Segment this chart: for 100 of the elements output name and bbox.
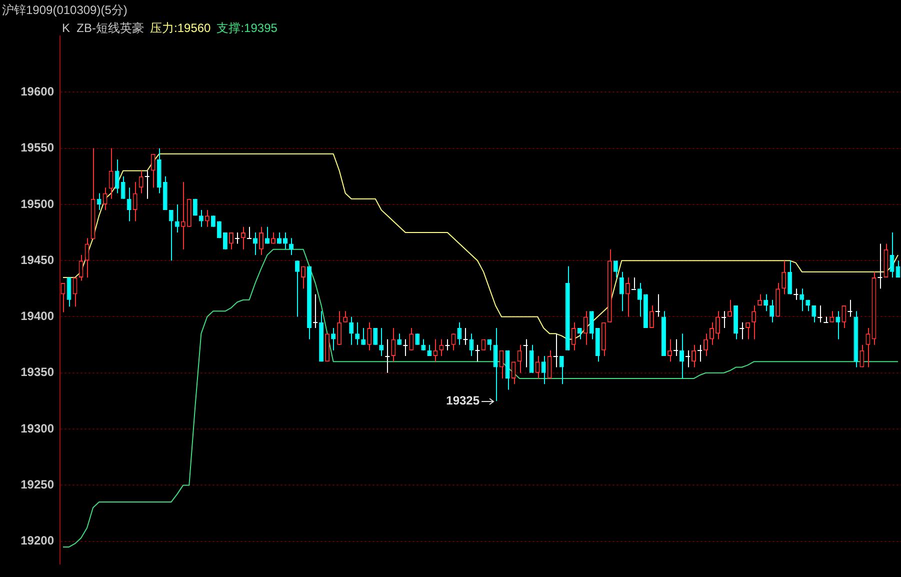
candlestick	[836, 310, 840, 340]
chart-subtitle: K ZB-短线英豪	[62, 21, 144, 35]
candlestick	[312, 294, 318, 328]
candlestick	[788, 260, 792, 295]
candlestick	[198, 210, 204, 228]
candlestick	[457, 322, 462, 346]
candlestick	[716, 310, 720, 340]
candlestick	[583, 310, 588, 346]
candlestick	[667, 338, 672, 362]
candlestick	[541, 356, 546, 385]
candlestick	[721, 310, 727, 328]
candlestick	[462, 327, 468, 346]
candlestick	[331, 327, 336, 351]
candlestick	[710, 322, 714, 346]
candlestick	[817, 305, 823, 323]
candlestick	[144, 170, 150, 200]
candlestick	[246, 226, 252, 239]
candlestick	[746, 322, 750, 340]
candlestick	[72, 276, 78, 308]
candlestick	[877, 243, 883, 290]
candlestick	[522, 338, 528, 368]
candlestick	[66, 276, 72, 308]
candlestick	[684, 350, 690, 368]
candlestick	[264, 226, 270, 244]
candlestick	[654, 294, 660, 318]
candlestick	[679, 333, 684, 380]
candlestick	[739, 322, 745, 340]
y-tick-label: 19400	[20, 309, 54, 324]
candlestick	[283, 232, 288, 250]
candlestick	[439, 338, 444, 357]
candlestick	[289, 238, 294, 256]
candlestick	[355, 322, 360, 346]
candlestick	[517, 344, 522, 374]
candlestick	[451, 333, 456, 351]
candlestick	[96, 192, 102, 211]
candlestick	[180, 181, 186, 250]
annotation: 19325	[446, 393, 480, 408]
candlestick	[474, 344, 480, 362]
candlestick	[728, 299, 732, 318]
candlestick	[866, 327, 870, 368]
candlestick	[78, 254, 84, 282]
candlestick	[150, 153, 156, 188]
candlestick	[391, 327, 396, 362]
y-tick-label: 19600	[20, 84, 54, 98]
candlestick	[619, 271, 624, 312]
candlestick	[770, 299, 774, 323]
candlestick	[379, 327, 384, 357]
candlestick	[402, 338, 408, 357]
candlestick	[752, 305, 756, 340]
candlestick	[204, 210, 210, 228]
candlestick	[258, 226, 264, 256]
candlestick	[571, 322, 576, 351]
candlestick	[630, 276, 636, 290]
y-tick-label: 19200	[20, 534, 54, 548]
candlestick	[132, 181, 138, 222]
candlestick	[896, 260, 900, 278]
candlestick	[222, 232, 228, 250]
candlestick	[547, 350, 552, 380]
candlestick	[847, 299, 853, 318]
candlestick	[704, 333, 708, 357]
candlestick	[613, 260, 618, 278]
candlestick	[138, 170, 144, 194]
candlestick	[108, 148, 114, 200]
candlestick	[812, 305, 816, 323]
candlestick	[349, 316, 354, 346]
candlestick	[625, 276, 630, 318]
chart-title: 沪锌1909(010309)(5分)	[2, 2, 128, 19]
candlestick	[367, 322, 372, 351]
candlestick	[409, 327, 414, 351]
candlestick	[126, 187, 132, 222]
candlestick	[637, 282, 642, 318]
candlestick	[84, 238, 90, 278]
y-tick-label: 19350	[20, 365, 54, 380]
candlestick	[301, 266, 306, 290]
candlestick	[469, 333, 474, 357]
text: 压力:19560	[150, 21, 211, 35]
candlestick	[120, 176, 126, 200]
candlestick	[174, 204, 180, 234]
candlestick	[102, 187, 108, 211]
candlestick	[60, 282, 66, 313]
candlestick	[535, 356, 540, 380]
y-tick-label: 19450	[20, 252, 54, 267]
candlestick	[295, 260, 300, 318]
candlestick	[649, 305, 654, 328]
candlestick	[559, 356, 564, 385]
candlestick	[114, 159, 120, 194]
candlestick	[860, 344, 864, 368]
candlestick	[890, 232, 894, 278]
y-tick-label: 19250	[20, 478, 54, 492]
candlestick	[764, 294, 768, 312]
candlestick	[823, 316, 829, 323]
candlestick	[337, 310, 342, 346]
candlestick	[361, 327, 366, 346]
candlestick	[444, 338, 450, 351]
y-tick-label: 19300	[20, 421, 54, 436]
candlestick	[589, 310, 594, 340]
candlestick	[499, 350, 504, 380]
candlestick	[697, 344, 703, 362]
candlestick	[493, 327, 498, 402]
candlestick	[793, 288, 799, 300]
